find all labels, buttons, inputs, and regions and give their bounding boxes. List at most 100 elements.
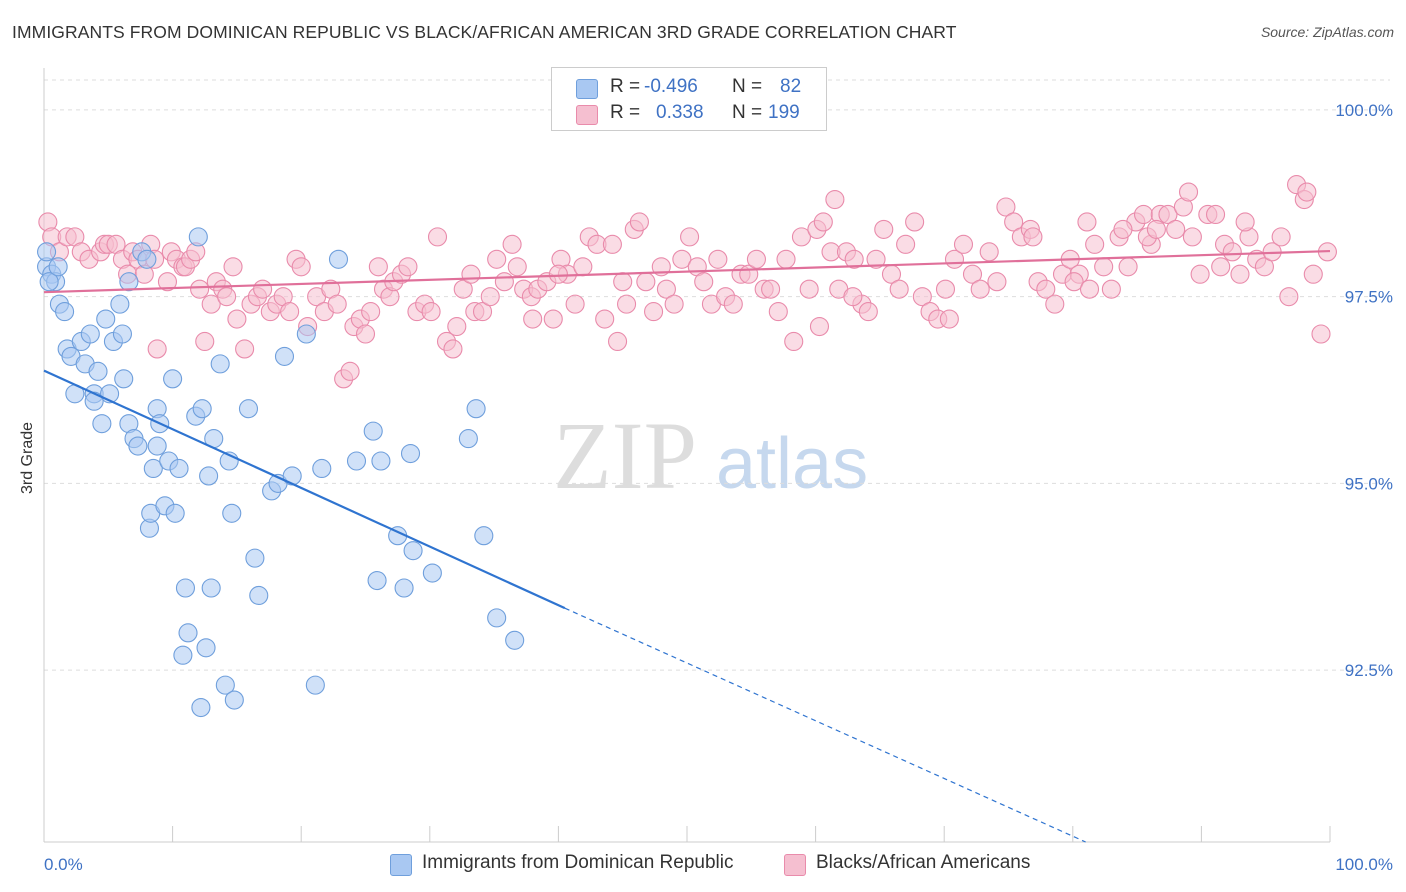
point-black-african-american [809,316,830,337]
point-dominican [173,645,193,665]
point-black-african-american [723,294,743,314]
point-black-african-american [889,279,909,299]
y-tick-label: 97.5% [1345,288,1393,307]
point-black-african-american [1094,257,1114,277]
point-black-african-american [987,272,1007,292]
point-dominican [163,369,183,389]
bottom-legend-swatch-blue [390,854,412,876]
point-dominican [137,249,157,269]
trend-line-dominican-extension [564,607,1086,843]
point-dominican [505,630,525,650]
point-black-african-american [502,234,522,254]
bottom-legend-label-black: Blacks/African Americans [816,852,1031,873]
trend-lines [43,249,1331,843]
point-black-african-american [480,287,500,307]
point-dominican [238,399,259,419]
point-black-african-american [953,234,974,254]
point-dominican [196,638,216,658]
point-black-african-american [784,331,804,352]
point-black-african-american [617,294,637,314]
point-black-african-american [602,234,622,254]
point-dominican [88,361,108,381]
watermark-zip: ZIP [553,402,697,509]
point-dominican [188,227,208,247]
point-black-african-american [1178,182,1199,202]
point-black-african-american [1190,264,1210,284]
point-dominican [191,697,211,718]
point-black-african-american [361,302,381,322]
point-dominican [55,302,75,322]
point-black-african-american [1230,264,1250,284]
point-black-african-american [813,212,833,232]
point-black-african-american [746,249,766,269]
point-dominican [403,541,423,561]
point-black-african-american [223,257,243,277]
point-black-african-american [1279,287,1299,307]
watermark-atlas: atlas [716,424,868,504]
point-black-african-american [421,302,441,322]
point-black-african-american [253,279,273,299]
point-black-african-american [1045,294,1065,314]
point-black-african-american [791,227,812,247]
point-black-african-american [656,279,676,299]
point-black-african-american [761,279,781,299]
point-black-african-american [1146,219,1166,239]
point-black-african-american [979,242,999,262]
point-black-african-american [1133,204,1154,225]
point-black-african-american [970,279,990,299]
legend-swatch-blue [576,79,598,99]
point-dominican [328,249,349,269]
point-black-african-american [843,287,863,307]
point-black-african-american [636,272,656,292]
point-black-african-american [1085,234,1105,254]
point-dominican [178,623,198,643]
point-black-african-american [776,249,796,269]
point-black-african-american [1166,219,1186,239]
stats-legend: R = -0.496 N = 82 R = 0.338 N = 199 [551,67,827,131]
legend-swatch-pink [576,105,598,125]
point-dominican [199,466,219,486]
point-black-african-american [680,227,700,247]
point-black-african-american [398,257,418,277]
point-dominican [487,608,507,628]
legend-n-value: 82 [780,76,802,97]
point-black-african-american [664,294,684,314]
point-dominican [363,421,383,441]
point-dominican [346,451,367,471]
point-dominican [201,578,221,598]
point-black-african-american [962,264,983,284]
point-black-african-american [543,309,563,329]
point-dominican [37,242,57,262]
point-dominican [143,458,163,479]
point-black-african-american [1271,227,1291,247]
point-black-african-american [147,339,167,359]
point-black-african-american [1205,204,1226,225]
y-tick-label: 95.0% [1345,474,1393,493]
point-dominican [245,548,265,568]
data-points [37,175,1337,718]
point-black-african-american [608,331,628,352]
point-black-african-american [235,339,255,359]
point-black-african-american [443,339,463,359]
point-black-african-american [858,302,878,322]
point-black-african-american [472,302,493,322]
x-tick-label: 0.0% [44,855,83,874]
point-black-african-american [368,257,388,277]
legend-r-label: R = [610,76,641,97]
point-black-african-american [227,309,247,329]
point-black-african-american [1064,272,1084,292]
point-black-african-american [1113,219,1133,239]
point-black-african-american [939,309,959,329]
point-black-african-american [644,302,664,322]
point-black-african-american [461,264,481,284]
point-black-african-american [595,309,615,329]
point-black-african-american [935,279,956,299]
point-dominican [96,309,116,329]
chart-title: IMMIGRANTS FROM DOMINICAN REPUBLIC VS BL… [12,22,957,42]
point-black-african-american [629,212,649,232]
point-dominican [371,451,391,471]
trend-line-black-african-american [43,249,1331,294]
point-black-african-american [291,257,311,277]
point-black-african-american [573,257,593,277]
